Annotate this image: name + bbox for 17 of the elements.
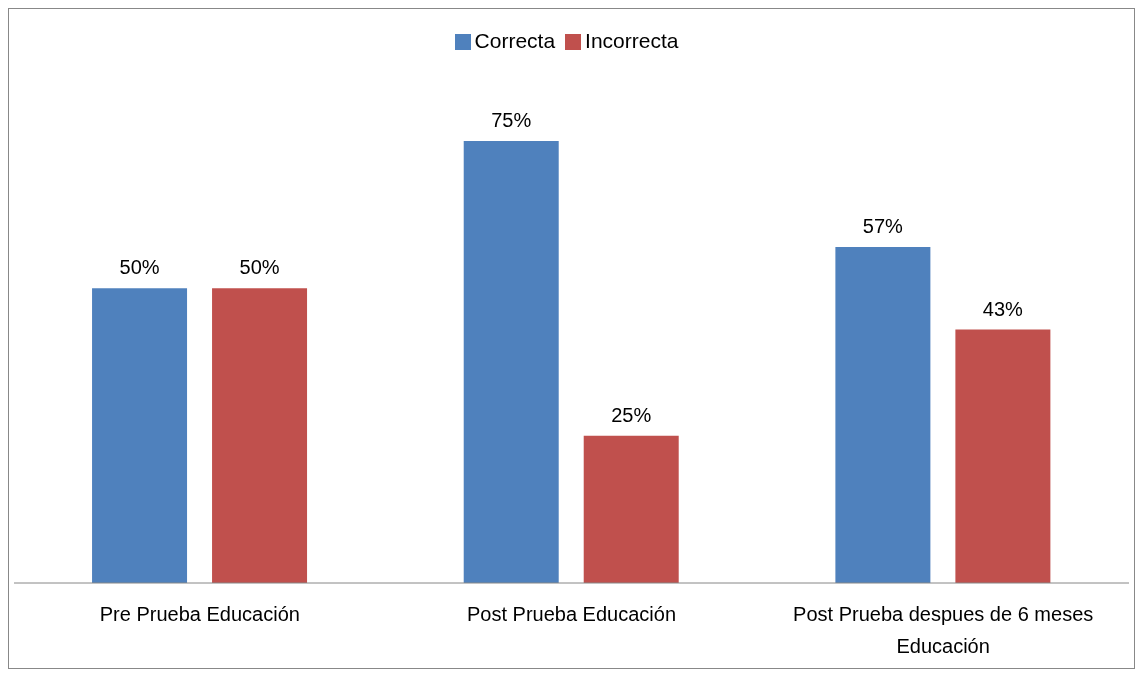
- bar: [583, 435, 679, 583]
- data-label: 50%: [239, 256, 280, 279]
- data-label: 43%: [982, 297, 1024, 320]
- bar: [835, 247, 931, 583]
- data-label: 75%: [491, 108, 532, 131]
- legend-label: Incorrecta: [585, 29, 679, 52]
- bar: [955, 329, 1051, 583]
- x-tick-label: Post Prueba Educación: [466, 603, 677, 625]
- data-label: 50%: [119, 256, 160, 279]
- bar: [92, 288, 188, 583]
- data-label: 57%: [862, 215, 904, 237]
- x-tick-label: Post Prueba despues de 6 meses Educación: [793, 603, 1094, 657]
- data-label: 25%: [611, 403, 652, 426]
- legend-label: Correcta: [474, 29, 556, 52]
- bar: [212, 288, 308, 583]
- x-tick-label: Pre Prueba Educación: [99, 603, 300, 625]
- bar: [463, 140, 559, 583]
